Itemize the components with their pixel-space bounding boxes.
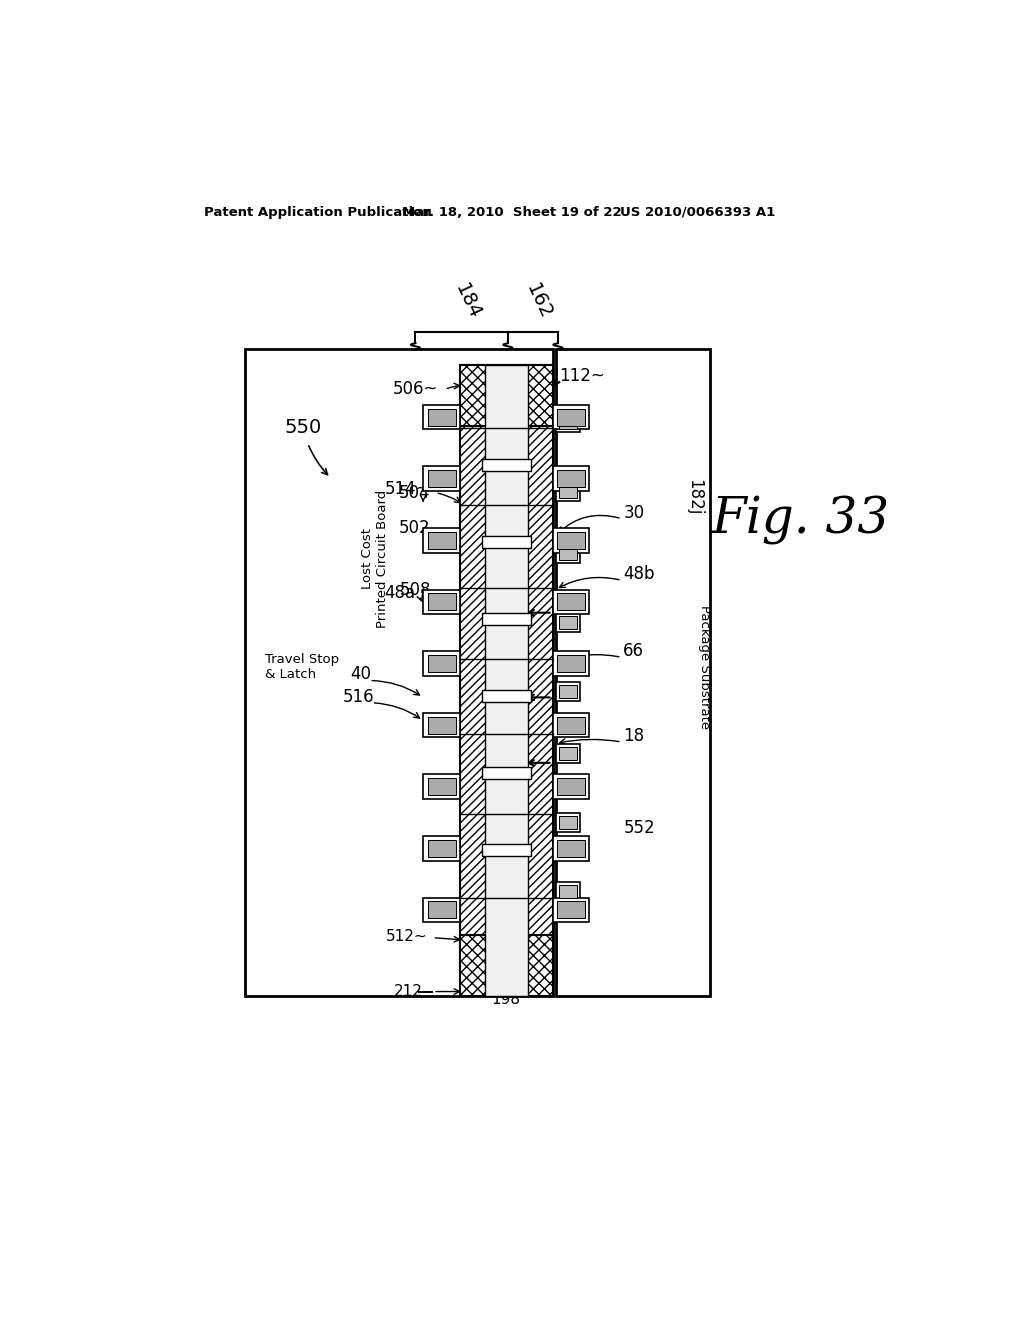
Bar bbox=[553, 713, 590, 738]
Text: 198: 198 bbox=[490, 991, 520, 1007]
Text: Lost Cost
Printed Circuit Board: Lost Cost Printed Circuit Board bbox=[361, 490, 389, 628]
Bar bbox=[559, 615, 578, 628]
Bar bbox=[428, 594, 456, 610]
Bar bbox=[556, 412, 581, 432]
Text: 552: 552 bbox=[624, 820, 655, 837]
Text: 550: 550 bbox=[285, 418, 322, 437]
Bar bbox=[556, 743, 581, 763]
Text: Patent Application Publication: Patent Application Publication bbox=[204, 206, 431, 219]
Bar bbox=[481, 767, 531, 779]
Bar bbox=[481, 536, 531, 548]
Bar bbox=[553, 836, 590, 861]
Bar bbox=[460, 364, 553, 981]
Bar bbox=[557, 655, 585, 672]
Bar bbox=[557, 902, 585, 919]
Text: 184: 184 bbox=[452, 281, 484, 322]
Text: Mar. 18, 2010  Sheet 19 of 22: Mar. 18, 2010 Sheet 19 of 22 bbox=[401, 206, 622, 219]
Bar bbox=[556, 544, 581, 562]
Bar bbox=[553, 528, 590, 553]
Text: 212: 212 bbox=[394, 983, 423, 999]
Text: 48b: 48b bbox=[624, 565, 655, 583]
Bar bbox=[423, 466, 460, 491]
Text: 506~: 506~ bbox=[393, 380, 438, 399]
Bar bbox=[553, 466, 590, 491]
Bar bbox=[428, 779, 456, 795]
Bar bbox=[423, 528, 460, 553]
Bar bbox=[559, 685, 578, 698]
Text: US 2010/0066393 A1: US 2010/0066393 A1 bbox=[621, 206, 775, 219]
Bar bbox=[428, 902, 456, 919]
Bar bbox=[557, 840, 585, 857]
Text: 48a: 48a bbox=[385, 585, 416, 602]
Text: 182j: 182j bbox=[685, 479, 702, 515]
Bar bbox=[481, 459, 531, 471]
Bar bbox=[556, 882, 581, 902]
Text: Fig. 33: Fig. 33 bbox=[712, 495, 890, 545]
Bar bbox=[557, 532, 585, 549]
Bar bbox=[428, 840, 456, 857]
Bar bbox=[553, 898, 590, 923]
Text: 516: 516 bbox=[342, 689, 374, 706]
Bar bbox=[557, 594, 585, 610]
Bar bbox=[553, 775, 590, 799]
Text: 504: 504 bbox=[398, 484, 430, 503]
Bar bbox=[428, 655, 456, 672]
Text: 30: 30 bbox=[624, 504, 644, 521]
Bar bbox=[423, 836, 460, 861]
Bar bbox=[484, 364, 528, 997]
Bar bbox=[428, 717, 456, 734]
Bar bbox=[423, 405, 460, 429]
Bar bbox=[559, 484, 578, 498]
Text: 190: 190 bbox=[490, 928, 520, 944]
Bar bbox=[556, 813, 581, 832]
Bar bbox=[428, 409, 456, 425]
Bar bbox=[557, 779, 585, 795]
Bar bbox=[556, 612, 581, 632]
Bar bbox=[553, 405, 590, 429]
Bar bbox=[423, 775, 460, 799]
Text: 508: 508 bbox=[399, 581, 431, 598]
Text: 18: 18 bbox=[624, 727, 644, 744]
Bar bbox=[481, 843, 531, 857]
Bar bbox=[245, 350, 553, 997]
Bar bbox=[557, 717, 585, 734]
Text: 502: 502 bbox=[398, 519, 430, 537]
Text: Package Substrate: Package Substrate bbox=[697, 605, 711, 729]
Bar bbox=[423, 590, 460, 614]
Bar bbox=[460, 364, 553, 426]
Bar bbox=[423, 898, 460, 923]
Bar bbox=[423, 713, 460, 738]
Text: 512~: 512~ bbox=[385, 928, 427, 944]
Bar bbox=[553, 651, 590, 676]
Bar bbox=[428, 532, 456, 549]
Text: 40: 40 bbox=[350, 665, 371, 684]
Bar bbox=[557, 470, 585, 487]
Bar bbox=[428, 470, 456, 487]
Text: Travel Stop
& Latch: Travel Stop & Latch bbox=[265, 652, 339, 681]
Bar bbox=[559, 886, 578, 899]
Text: 514~: 514~ bbox=[385, 480, 431, 499]
Bar bbox=[559, 416, 578, 429]
Bar bbox=[460, 935, 553, 997]
Bar bbox=[556, 682, 581, 701]
Text: 162: 162 bbox=[522, 281, 555, 322]
Bar bbox=[559, 816, 578, 829]
Text: 112~: 112~ bbox=[559, 367, 604, 384]
Bar bbox=[481, 612, 531, 626]
Bar bbox=[556, 482, 581, 502]
Bar bbox=[557, 409, 585, 425]
Bar bbox=[423, 651, 460, 676]
Text: 66: 66 bbox=[624, 643, 644, 660]
Bar bbox=[559, 546, 578, 560]
Bar bbox=[481, 689, 531, 702]
Bar bbox=[559, 747, 578, 760]
Bar bbox=[553, 590, 590, 614]
Bar bbox=[556, 350, 710, 997]
